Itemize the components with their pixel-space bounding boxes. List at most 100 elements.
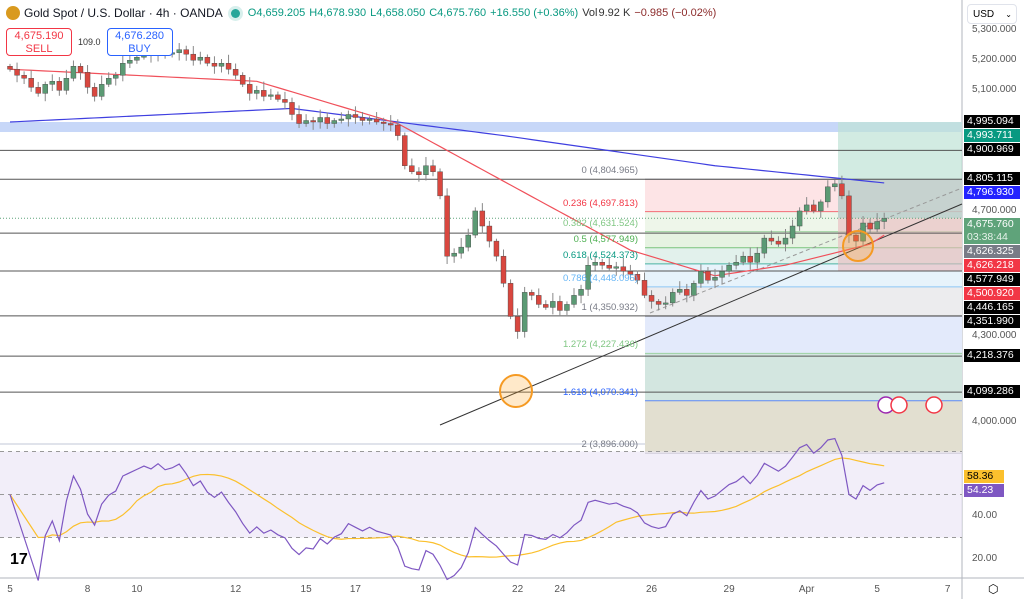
rsi-ma-label: 58.36 <box>964 469 1004 483</box>
candle <box>613 266 619 269</box>
candle <box>282 99 288 103</box>
candle <box>211 63 218 67</box>
candle <box>246 84 253 94</box>
spread: 109.0 <box>78 37 101 47</box>
candle <box>698 271 704 284</box>
time-tick: 12 <box>230 584 242 595</box>
price-tick: 5,300.000 <box>972 24 1017 36</box>
interval[interactable]: 4h <box>156 6 170 20</box>
currency-select[interactable]: USD ⌄ <box>967 4 1017 24</box>
price-tick: 5,200.000 <box>972 54 1017 66</box>
candle <box>853 234 859 242</box>
fib-zone <box>645 316 962 354</box>
candle <box>662 302 669 305</box>
resistance-zone <box>0 122 962 133</box>
price-label: 4,218.376 <box>964 349 1020 363</box>
candle <box>268 94 274 97</box>
candle <box>867 222 873 230</box>
chevron-down-icon: ⌄ <box>1005 10 1012 19</box>
vol-label: Vol <box>582 7 598 19</box>
filled-zone <box>838 179 962 219</box>
candle <box>620 266 627 272</box>
candle <box>352 114 359 118</box>
candle <box>105 78 112 85</box>
price-label: 4,796.930 <box>964 186 1020 200</box>
price-label: 4,500.920 <box>964 286 1020 300</box>
candle <box>218 63 225 67</box>
candle <box>641 280 648 296</box>
candle <box>782 237 789 245</box>
candle <box>254 90 260 94</box>
candle <box>338 118 345 121</box>
broker: OANDA <box>180 6 223 20</box>
candle <box>606 265 612 269</box>
candle <box>465 234 471 248</box>
rsi-ma-line <box>9 457 885 558</box>
settings-icon[interactable]: ⬡ <box>988 582 999 596</box>
candle <box>331 120 337 124</box>
candle <box>423 165 429 175</box>
candle <box>437 171 443 197</box>
tradingview-logo[interactable]: 17 <box>10 551 28 568</box>
gold-logo-icon <box>6 6 20 20</box>
candle <box>493 240 500 257</box>
price-label: 4,805.115 <box>964 172 1020 186</box>
fib-label: 1 (4,350.932) <box>581 302 638 314</box>
trendline-dashed <box>649 187 963 314</box>
price-label: 4,626.218 <box>964 258 1020 272</box>
candle <box>451 252 457 257</box>
price-tick: 4,000.000 <box>972 416 1017 427</box>
symbol-name[interactable]: Gold Spot / U.S. Dollar <box>24 6 146 20</box>
fib-zone <box>645 286 962 317</box>
candle <box>655 301 662 305</box>
candle <box>818 201 824 212</box>
close-value: C4,675.760 <box>429 7 487 19</box>
candle <box>803 204 810 212</box>
candle <box>70 66 77 79</box>
candle <box>232 69 239 76</box>
candle <box>733 262 739 266</box>
time-tick: 10 <box>131 584 143 595</box>
candle <box>726 265 732 272</box>
sell-button[interactable]: 4,675.190 SELL <box>6 28 72 56</box>
rsi-tick: 40.00 <box>972 510 998 521</box>
candle <box>472 210 478 236</box>
candle <box>225 63 232 70</box>
candle <box>599 262 605 266</box>
sell-price: 4,675.190 <box>14 30 64 42</box>
candle <box>35 87 41 94</box>
candle <box>239 75 246 85</box>
price-label: 4,351.990 <box>964 314 1020 328</box>
high-value: H4,678.930 <box>309 7 367 19</box>
time-tick: 7 <box>944 584 951 595</box>
us-flag-icon <box>925 396 943 414</box>
stop-zone <box>838 218 962 272</box>
candle <box>754 252 760 263</box>
candle <box>500 255 507 284</box>
fib-zone <box>645 353 962 401</box>
rsi-tick: 20.00 <box>972 553 998 564</box>
candle <box>127 60 133 64</box>
candle <box>578 289 584 296</box>
candle <box>634 274 641 281</box>
market-open-icon <box>230 8 240 18</box>
candle <box>627 271 634 275</box>
candle <box>564 304 570 311</box>
candle <box>380 121 387 124</box>
price-label: 4,099.286 <box>964 385 1020 399</box>
candle <box>324 117 330 124</box>
candle <box>514 316 521 332</box>
buy-button[interactable]: 4,676.280 BUY <box>106 28 173 56</box>
candle <box>98 84 105 97</box>
candle <box>796 210 803 227</box>
candle <box>359 117 366 121</box>
candle <box>740 255 746 263</box>
trade-panel: 4,675.190 SELL 109.0 4,676.280 BUY <box>6 28 173 56</box>
candle <box>7 66 13 70</box>
price-label: 4,900.969 <box>964 143 1020 157</box>
candle <box>705 271 711 281</box>
candle <box>719 271 725 278</box>
fib-label: 0.236 (4,697.813) <box>562 197 638 209</box>
fib-label: 1.618 (4,070.341) <box>562 386 638 398</box>
